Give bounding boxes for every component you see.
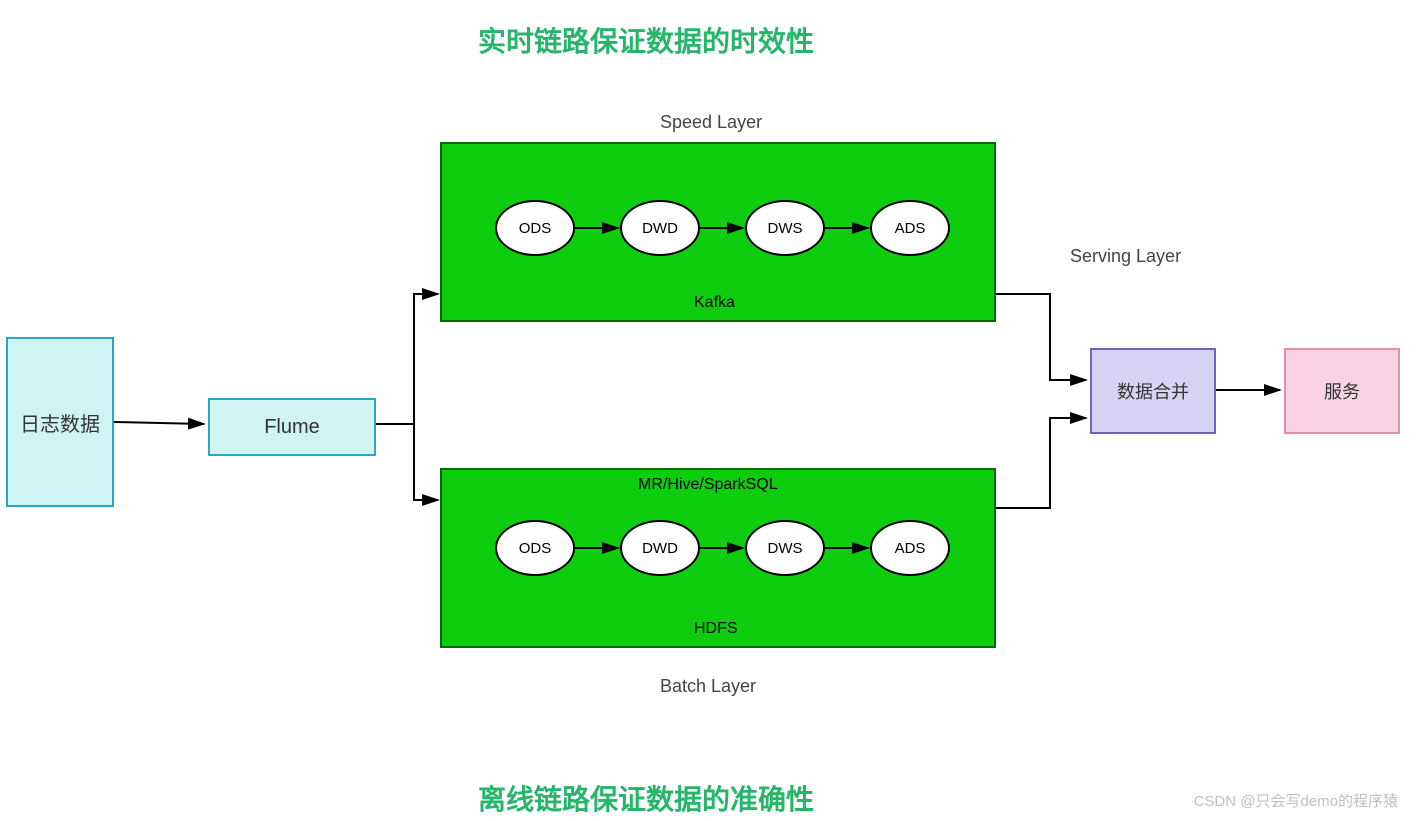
speed-ellipse-ods: ODS (495, 200, 575, 256)
batch-layer-label: Batch Layer (660, 676, 756, 697)
bottom-title: 离线链路保证数据的准确性 (478, 778, 814, 818)
speed-layer-label: Speed Layer (660, 112, 762, 133)
speed-ellipse-dwd: DWD (620, 200, 700, 256)
flume-node: Flume (208, 398, 376, 456)
batch-ellipse-dws: DWS (745, 520, 825, 576)
log-data-node: 日志数据 (6, 337, 114, 507)
speed-kafka-label: Kafka (694, 294, 735, 312)
batch-ellipse-ads: ADS (870, 520, 950, 576)
batch-bottom-label: HDFS (694, 620, 738, 638)
batch-ellipse-ods: ODS (495, 520, 575, 576)
merge-node: 数据合并 (1090, 348, 1216, 434)
serving-layer-label: Serving Layer (1070, 246, 1181, 267)
speed-ellipse-ads: ADS (870, 200, 950, 256)
batch-top-label: MR/Hive/SparkSQL (638, 476, 778, 494)
service-node: 服务 (1284, 348, 1400, 434)
top-title: 实时链路保证数据的时效性 (478, 20, 814, 60)
batch-ellipse-dwd: DWD (620, 520, 700, 576)
speed-ellipse-dws: DWS (745, 200, 825, 256)
watermark-text: CSDN @只会写demo的程序猿 (1194, 790, 1398, 811)
